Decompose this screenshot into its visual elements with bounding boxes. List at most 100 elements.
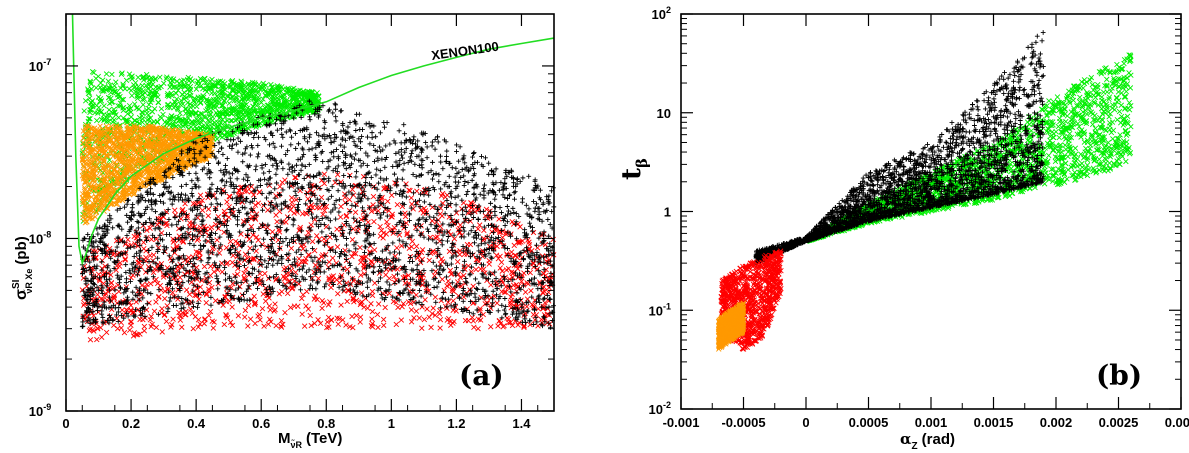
panel-a-point xyxy=(188,235,195,242)
panel-a-point xyxy=(103,329,110,336)
panel-a-point xyxy=(287,127,293,133)
panel-a-point xyxy=(526,173,532,179)
panel-a-point xyxy=(446,173,452,179)
panel-a-point xyxy=(147,91,153,97)
panel-a-point xyxy=(97,80,104,86)
panel-a-point xyxy=(247,316,254,322)
panel-a-point xyxy=(157,74,163,80)
panel-a-point xyxy=(262,162,268,167)
panel-a-point xyxy=(260,202,267,209)
panel-a-point xyxy=(256,134,261,140)
panel-a-point xyxy=(195,112,202,118)
panel-a-point xyxy=(436,179,442,185)
panel-a-point xyxy=(329,184,335,190)
panel-a-point xyxy=(179,324,185,330)
panel-a-point xyxy=(153,209,158,215)
panel-a-point xyxy=(119,70,125,76)
panel-a-point xyxy=(130,82,137,88)
panel-a-point xyxy=(219,177,225,183)
panel-a-point xyxy=(368,175,374,180)
panel-a-point xyxy=(288,245,295,252)
panel-a-point xyxy=(353,151,359,157)
panel-a-point xyxy=(305,230,312,236)
panel-a-point xyxy=(159,329,165,335)
panel-a-point xyxy=(262,270,268,277)
panel-a-point xyxy=(475,325,481,332)
panel-a-point xyxy=(94,263,100,269)
panel-a-point xyxy=(270,262,276,268)
panel-a-point xyxy=(149,109,156,115)
panel-a-point xyxy=(469,177,475,183)
panel-a-point xyxy=(273,107,279,113)
panel-a-point xyxy=(245,302,252,309)
panel-a-point xyxy=(151,308,158,314)
panel-a-point xyxy=(546,233,552,239)
panel-a-point xyxy=(459,167,465,172)
panel-a-point xyxy=(225,218,230,224)
panel-a-point xyxy=(521,256,526,261)
panel-a-point xyxy=(87,337,94,343)
panel-a-point xyxy=(494,300,500,306)
panel-a-point xyxy=(118,319,124,326)
panel-a-point xyxy=(534,201,539,207)
panel-a-point xyxy=(148,186,153,192)
panel-a-point xyxy=(377,264,383,269)
panel-a-point xyxy=(279,131,285,137)
panel-a-point xyxy=(370,193,377,200)
panel-a-point xyxy=(153,299,159,305)
panel-a-point xyxy=(147,280,154,287)
panel-a-point xyxy=(300,291,306,298)
panel-a-point xyxy=(416,315,423,321)
panel-a-point xyxy=(257,270,263,277)
panel-a-point xyxy=(152,76,159,83)
panel-a-point xyxy=(426,314,432,320)
panel-a-point xyxy=(329,255,336,261)
panel-a-point xyxy=(153,324,160,331)
panel-a-point xyxy=(514,290,520,296)
panel-a-point xyxy=(251,293,257,299)
panel-a-point xyxy=(511,242,517,249)
panel-a-point xyxy=(293,193,299,198)
panel-a-point xyxy=(408,195,415,201)
panel-a-point xyxy=(445,278,451,284)
panel-a-point xyxy=(107,272,114,278)
panel-a-point xyxy=(218,110,225,117)
panel-a-point xyxy=(152,75,159,82)
panel-a-point xyxy=(470,154,475,160)
panel-a-point xyxy=(363,121,369,127)
panel-a-point xyxy=(384,245,390,252)
panel-a-point xyxy=(388,192,395,198)
panel-a-point xyxy=(162,295,168,302)
panel-a-point xyxy=(110,225,116,231)
panel-a-point xyxy=(312,152,318,158)
panel-a-point xyxy=(244,125,251,131)
panel-a-point xyxy=(188,93,194,99)
panel-a-point xyxy=(409,238,416,245)
panel-a-point xyxy=(319,298,326,304)
panel-a-point xyxy=(94,117,100,124)
panel-a-point xyxy=(186,171,192,176)
panel-a-point xyxy=(114,325,121,332)
panel-a-point xyxy=(269,229,276,235)
panel-a-point xyxy=(333,114,339,120)
panel-a-point xyxy=(94,291,101,298)
panel-a-point xyxy=(151,119,157,125)
panel-a-point xyxy=(250,247,256,252)
panel-a-point xyxy=(201,263,208,270)
panel-a-point xyxy=(383,272,389,278)
panel-a-point xyxy=(531,198,536,204)
panel-a-point xyxy=(109,115,116,122)
panel-a-point xyxy=(267,307,274,313)
panel-a-point xyxy=(296,202,301,207)
panel-a-point xyxy=(394,266,401,272)
panel-a-point xyxy=(296,247,302,253)
panel-a-point xyxy=(94,336,100,343)
panel-a-point xyxy=(265,275,272,282)
panel-a-point xyxy=(349,313,355,320)
panel-a-point xyxy=(480,266,487,272)
panel-a-point xyxy=(193,86,200,92)
panel-a-point xyxy=(360,209,367,215)
panel-a-point xyxy=(171,237,178,244)
panel-a-point xyxy=(371,218,377,225)
panel-a-point xyxy=(453,208,459,214)
